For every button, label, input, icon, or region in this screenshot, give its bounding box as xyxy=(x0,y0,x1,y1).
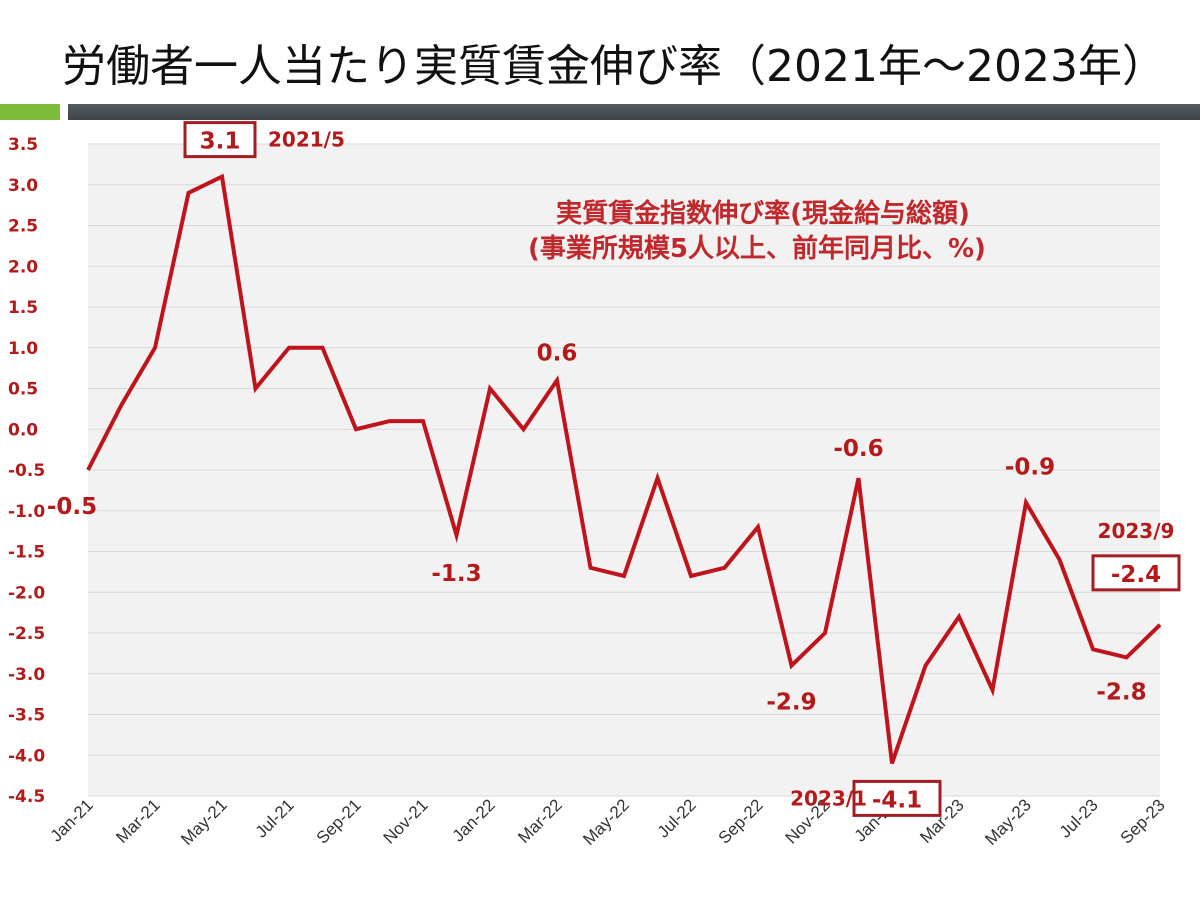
data-label-32: -2.4 2023/9 xyxy=(1091,519,1181,592)
x-tick-label: Sep-21 xyxy=(313,795,365,847)
y-tick-label: -3.5 xyxy=(8,706,45,726)
y-tick-label: -2.5 xyxy=(8,624,45,644)
x-tick-label: Jan-21 xyxy=(47,795,97,845)
data-label-0: -0.5 xyxy=(47,494,97,520)
x-tick-label: May-23 xyxy=(981,795,1035,849)
x-tick-label: Jul-23 xyxy=(1056,795,1102,841)
data-label-text: -2.9 xyxy=(766,690,816,716)
x-tick-label: Sep-23 xyxy=(1117,795,1169,847)
x-tick-label: May-21 xyxy=(177,795,231,849)
data-label-23: -0.6 xyxy=(833,436,883,462)
x-tick-label: Nov-21 xyxy=(380,795,432,847)
y-tick-label: -3.0 xyxy=(8,665,45,685)
data-label-box xyxy=(1091,554,1181,592)
data-label-31: -2.8 xyxy=(1096,679,1146,705)
x-tick-label: Jan-22 xyxy=(449,795,499,845)
data-label-text: -2.4 xyxy=(1111,562,1161,588)
y-tick-label: 3.0 xyxy=(8,176,38,196)
y-tick-label: 2.5 xyxy=(8,217,38,237)
data-label-28: -0.9 xyxy=(1005,455,1055,481)
y-tick-label: -4.0 xyxy=(8,746,45,766)
data-label-date: 2023/9 xyxy=(1098,519,1175,543)
data-label-box xyxy=(852,779,942,817)
x-tick-label: May-22 xyxy=(579,795,633,849)
y-tick-label: -2.0 xyxy=(8,583,45,603)
data-label-text: -4.1 xyxy=(872,787,922,813)
y-tick-label: 2.0 xyxy=(8,257,38,277)
x-tick-label: Mar-21 xyxy=(112,795,164,847)
data-label-text: -1.3 xyxy=(431,561,481,587)
slide-title: 労働者一人当たり実質賃金伸び率（2021年～2023年） xyxy=(62,41,1166,92)
y-tick-label: 0.5 xyxy=(8,380,38,400)
data-label-4: 3.1 2021/5 xyxy=(183,121,345,159)
data-label-text: -0.5 xyxy=(47,494,97,520)
data-label-box xyxy=(183,121,257,159)
series-line-real-wage-growth xyxy=(86,173,1162,765)
data-label-21: -2.9 xyxy=(766,690,816,716)
x-tick-label: Jul-22 xyxy=(654,795,700,841)
y-tick-label: 0.0 xyxy=(8,420,38,440)
data-label-text: 3.1 xyxy=(200,129,241,155)
title-underline-band xyxy=(68,104,1200,120)
data-label-text: -0.6 xyxy=(833,436,883,462)
data-label-text: -2.8 xyxy=(1096,679,1146,705)
x-tick-label: Sep-22 xyxy=(715,795,767,847)
y-tick-label: -4.5 xyxy=(8,787,45,807)
title-underline-accent xyxy=(0,104,60,120)
data-label-text: 0.6 xyxy=(537,340,578,366)
annotation-line-1: 実質賃金指数伸び率(現金給与総額) xyxy=(556,198,970,229)
x-axis-ticks: Jan-21 Mar-21 May-21 Jul-21 Sep-21 Nov-21 Jan-… xyxy=(47,795,1169,849)
data-label-14: 0.6 xyxy=(537,340,578,366)
x-tick-label: Mar-22 xyxy=(514,795,566,847)
y-tick-label: -0.5 xyxy=(8,461,45,481)
annotation-line-2: (事業所規模5人以上、前年同月比、%) xyxy=(528,233,986,264)
y-tick-label: 3.5 xyxy=(8,135,38,155)
y-tick-label: -1.5 xyxy=(8,543,45,563)
y-tick-label: 1.5 xyxy=(8,298,38,318)
y-tick-label: 1.0 xyxy=(8,339,38,359)
data-label-date: 2021/5 xyxy=(268,128,345,152)
data-label-date: 2023/1 xyxy=(790,786,867,810)
y-axis-ticks: 3.5 3.0 2.5 2.0 1.5 1.0 0.5 0.0 -0.5 -1.0 -1.5 -2.0… xyxy=(8,135,45,807)
y-tick-label: -1.0 xyxy=(8,502,45,522)
gridlines xyxy=(88,143,1160,797)
chart-annotation: 実質賃金指数伸び率(現金給与総額) (事業所規模5人以上、前年同月比、%) xyxy=(528,198,986,264)
x-tick-label: Jul-21 xyxy=(252,795,298,841)
data-label-11: -1.3 xyxy=(431,561,481,587)
data-label-text: -0.9 xyxy=(1005,455,1055,481)
